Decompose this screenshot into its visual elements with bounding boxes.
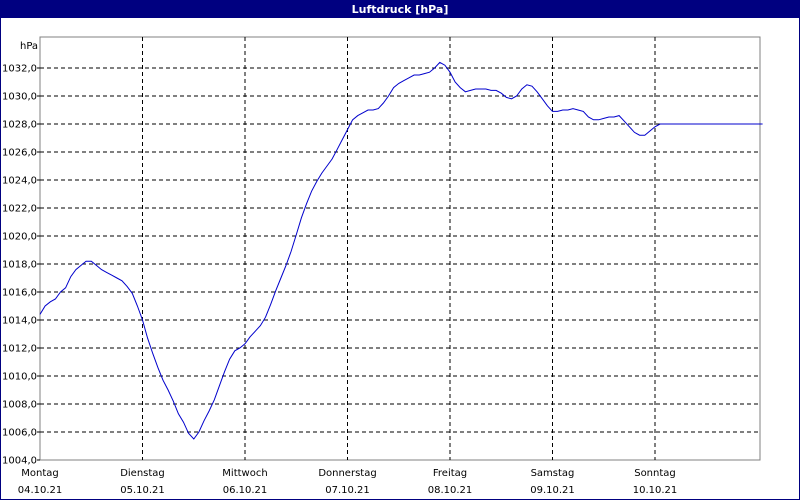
x-tick-date-label: 06.10.21 <box>223 485 268 496</box>
x-tick-date-label: 04.10.21 <box>18 485 63 496</box>
y-axis-label: hPa <box>20 41 38 52</box>
grid-lines <box>40 37 760 460</box>
y-tick-label: 1006,0 <box>2 428 37 439</box>
y-tick-label: 1004,0 <box>2 456 37 467</box>
y-tick-label: 1008,0 <box>2 400 37 411</box>
x-tick-day-label: Dienstag <box>120 468 165 479</box>
y-tick-label: 1010,0 <box>2 372 37 383</box>
x-tick-day-label: Montag <box>21 468 58 479</box>
x-tick-day-label: Sonntag <box>634 468 676 479</box>
x-tick-date-label: 09.10.21 <box>530 485 575 496</box>
x-tick-day-label: Samstag <box>531 468 575 479</box>
y-tick-label: 1020,0 <box>2 232 37 243</box>
y-tick-label: 1026,0 <box>2 148 37 159</box>
x-tick-date-label: 08.10.21 <box>428 485 473 496</box>
x-tick-date-label: 10.10.21 <box>633 485 678 496</box>
series-group <box>39 61 763 440</box>
x-tick-date-label: 05.10.21 <box>120 485 165 496</box>
pressure-series-line <box>39 61 763 440</box>
x-axis: Montag 04.10.21 Dienstag 05.10.21 Mittwoch 06… <box>18 468 678 496</box>
y-tick-label: 1018,0 <box>2 260 37 271</box>
x-tick-date-label: 07.10.21 <box>325 485 370 496</box>
y-tick-label: 1024,0 <box>2 176 37 187</box>
y-tick-label: 1014,0 <box>2 316 37 327</box>
x-tick-day-label: Freitag <box>433 468 467 479</box>
x-tick-day-label: Donnerstag <box>318 468 376 479</box>
x-tick-day-label: Mittwoch <box>222 468 267 479</box>
y-tick-label: 1028,0 <box>2 120 37 131</box>
y-axis: 1004,0 1006,0 1008,0 1010,0 1012,0 1014,0 1016… <box>2 64 40 467</box>
y-tick-label: 1022,0 <box>2 204 37 215</box>
chart-title: Luftdruck [hPa] <box>351 3 449 16</box>
y-tick-label: 1032,0 <box>2 64 37 75</box>
y-tick-label: 1012,0 <box>2 344 37 355</box>
y-tick-label: 1030,0 <box>2 92 37 103</box>
plot-area <box>39 36 761 461</box>
title-bar: Luftdruck [hPa] <box>1 1 799 18</box>
y-tick-label: 1016,0 <box>2 288 37 299</box>
